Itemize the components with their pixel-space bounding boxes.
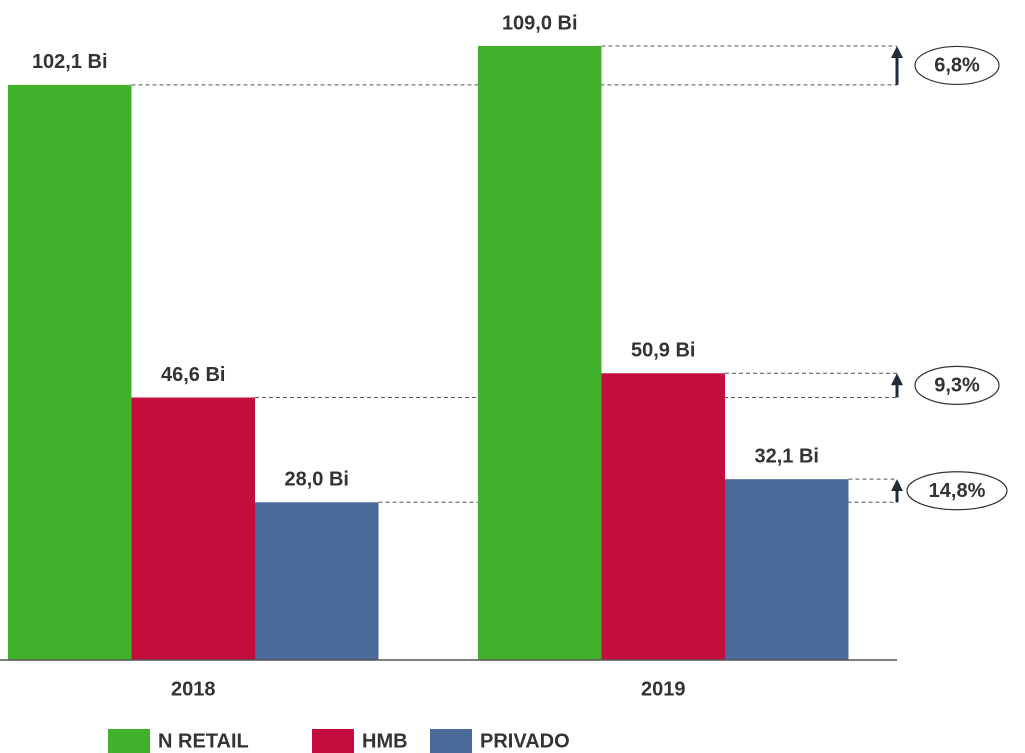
legend-swatch bbox=[312, 729, 354, 753]
value-label: 109,0 Bi bbox=[502, 12, 578, 34]
value-label: 50,9 Bi bbox=[631, 340, 695, 362]
value-label: 102,1 Bi bbox=[32, 51, 108, 73]
growth-label: 6,8% bbox=[934, 55, 980, 77]
x-tick-label: 2019 bbox=[641, 678, 686, 700]
legend-label: HMB bbox=[362, 730, 408, 752]
value-label: 32,1 Bi bbox=[755, 445, 819, 467]
growth-badge bbox=[914, 45, 1000, 86]
value-label: 28,0 Bi bbox=[285, 469, 349, 491]
growth-label: 14,8% bbox=[929, 480, 986, 502]
bar bbox=[478, 46, 602, 660]
legend-swatch bbox=[108, 729, 150, 753]
bar bbox=[8, 84, 132, 660]
growth-badge bbox=[906, 471, 1008, 511]
growth-label: 9,3% bbox=[934, 375, 980, 397]
legend-swatch bbox=[430, 729, 472, 753]
bar bbox=[131, 397, 255, 660]
value-label: 46,6 Bi bbox=[161, 364, 225, 386]
bar bbox=[601, 373, 725, 660]
bar bbox=[255, 502, 379, 660]
legend-label: N RETAIL bbox=[158, 730, 249, 752]
legend-label: PRIVADO bbox=[480, 730, 570, 752]
bar bbox=[725, 479, 849, 660]
x-tick-label: 2018 bbox=[171, 678, 216, 700]
growth-badge bbox=[914, 365, 1000, 405]
